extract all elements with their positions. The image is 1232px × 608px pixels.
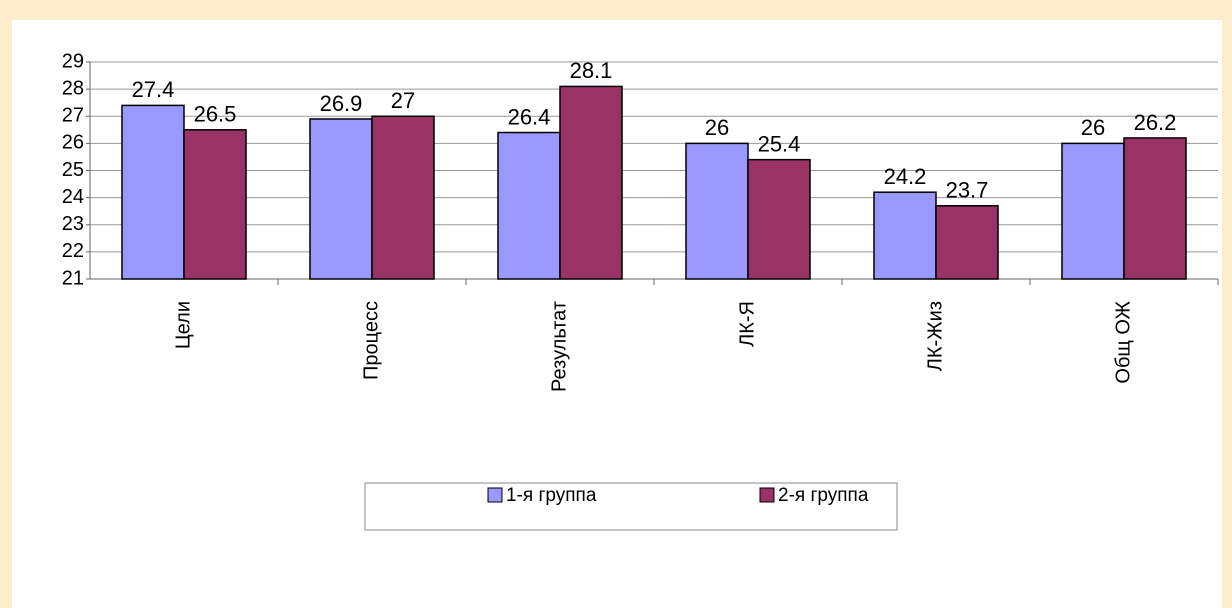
y-tick-label: 22 xyxy=(62,240,84,262)
data-label: 28.1 xyxy=(570,58,613,83)
bar xyxy=(1123,137,1187,280)
y-tick-label: 27 xyxy=(62,105,84,127)
bar xyxy=(121,104,185,280)
data-label: 23.7 xyxy=(946,178,989,203)
y-tick-label: 25 xyxy=(62,159,84,181)
x-tick-label: ЛК-Жиз xyxy=(924,301,946,371)
bar xyxy=(497,131,561,280)
legend-swatch xyxy=(759,487,775,503)
x-tick-label: Процесс xyxy=(360,301,382,380)
bar xyxy=(685,142,749,280)
y-tick-label: 21 xyxy=(62,267,84,289)
legend-swatch xyxy=(487,487,503,503)
legend-box xyxy=(364,482,898,531)
bar xyxy=(309,118,373,280)
y-tick-label: 26 xyxy=(62,132,84,154)
bar xyxy=(559,85,623,280)
x-tick-label: Результат xyxy=(548,301,570,392)
y-tick-label: 23 xyxy=(62,213,84,235)
bar xyxy=(747,158,811,280)
data-label: 26 xyxy=(1081,115,1105,140)
legend-label: 2-я группа xyxy=(778,485,869,506)
data-label: 26.4 xyxy=(508,104,551,129)
data-label: 27.4 xyxy=(132,77,175,102)
data-label: 26.2 xyxy=(1134,110,1177,135)
legend-label: 1-я группа xyxy=(506,485,597,506)
x-tick-label: ЛК-Я xyxy=(736,301,758,347)
y-tick-label: 24 xyxy=(62,186,84,208)
x-tick-label: Цели xyxy=(172,301,194,349)
bar xyxy=(183,129,247,280)
y-tick-label: 28 xyxy=(62,77,84,99)
data-label: 26.5 xyxy=(194,102,237,127)
y-tick-label: 29 xyxy=(62,50,84,72)
data-label: 26.9 xyxy=(320,91,363,116)
bar xyxy=(873,191,937,280)
x-tick-label: Общ ОЖ xyxy=(1112,300,1134,383)
data-label: 27 xyxy=(391,88,415,113)
data-label: 25.4 xyxy=(758,131,801,156)
data-label: 26 xyxy=(705,115,729,140)
bar xyxy=(371,115,435,280)
bar xyxy=(935,205,999,280)
bar xyxy=(1061,142,1125,280)
data-label: 24.2 xyxy=(884,164,927,189)
